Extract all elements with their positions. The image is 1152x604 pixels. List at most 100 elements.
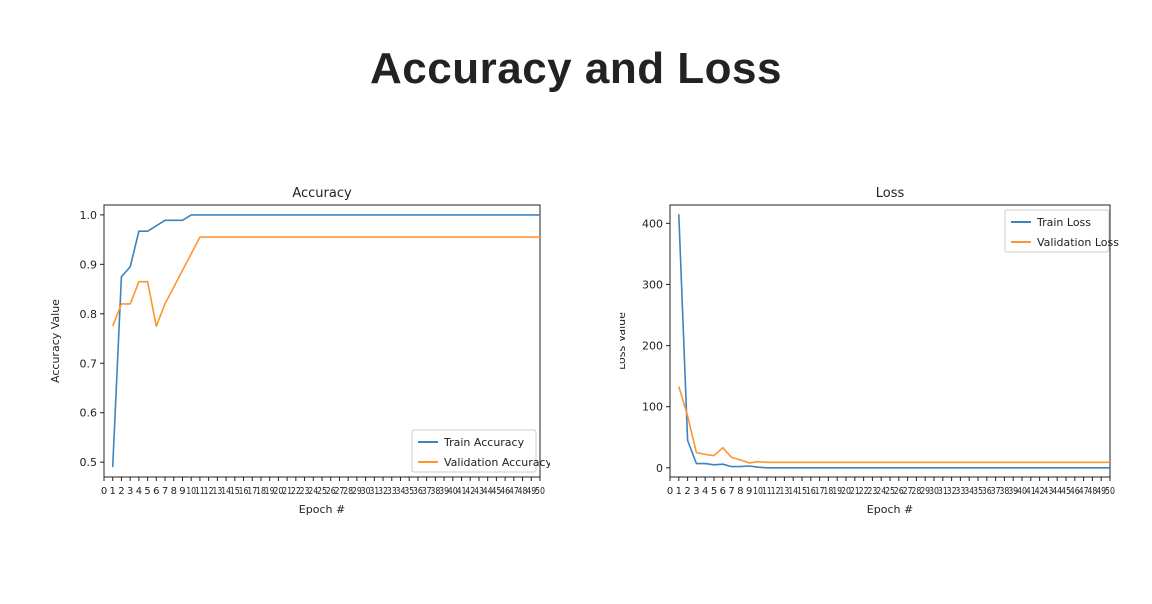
x-tick-label: 50 [535,486,545,497]
y-axis-label: Accuracy Value [50,299,62,383]
x-tick-label: 44 [483,486,493,497]
x-tick-label: 29 [352,486,362,497]
x-tick-label: 19 [265,486,275,497]
legend-label: Train Accuracy [443,436,525,449]
x-tick-label: 29 [920,486,930,497]
x-tick-label: 22 [291,486,301,497]
x-tick-label: 10 [753,486,763,497]
x-tick-label: 32 [378,486,388,497]
x-tick-label: 37 [422,486,432,497]
x-tick-label: 14 [788,486,798,497]
x-tick-label: 21 [850,486,860,497]
x-tick-label: 24 [308,486,318,497]
x-tick-label: 31 [938,486,948,497]
x-tick-label: 5 [144,486,150,497]
x-tick-label: 15 [230,486,240,497]
x-tick-label: 42 [1035,486,1045,497]
legend-label: Validation Loss [1037,236,1119,249]
x-tick-label: 3 [127,486,133,497]
x-axis-label: Epoch # [867,503,913,516]
x-tick-label: 38 [430,486,440,497]
series-line-validation-accuracy [111,236,540,327]
x-tick-label: 38 [999,486,1009,497]
x-tick-label: 6 [720,486,726,497]
x-tick-label: 46 [1070,486,1080,497]
series-line-train-accuracy [111,214,540,468]
x-tick-label: 24 [876,486,886,497]
x-tick-label: 15 [797,486,807,497]
x-tick-label: 36 [413,486,423,497]
x-tick-label: 1 [676,486,682,497]
x-tick-label: 37 [991,486,1001,497]
x-tick-label: 7 [162,486,168,497]
legend-box [411,429,537,473]
x-tick-label: 3 [693,486,699,497]
x-tick-label: 0 [667,486,673,497]
x-tick-label: 5 [711,486,717,497]
x-tick-label: 16 [239,486,249,497]
y-tick-label: 0 [656,462,663,475]
x-tick-label: 33 [955,486,965,497]
x-tick-label: 8 [171,486,177,497]
x-tick-label: 40 [448,486,458,497]
legend-label: Validation Accuracy [444,456,550,469]
x-tick-label: 19 [832,486,842,497]
series-line-train-loss [678,214,1110,469]
x-tick-label: 43 [474,486,484,497]
x-tick-label: 36 [982,486,992,497]
x-tick-label: 7 [728,486,734,497]
x-tick-label: 4 [136,486,142,497]
x-tick-label: 9 [179,486,185,497]
x-tick-label: 23 [867,486,877,497]
x-tick-label: 45 [1061,486,1071,497]
x-tick-label: 27 [334,486,344,497]
x-tick-label: 13 [212,486,222,497]
x-tick-label: 30 [929,486,939,497]
x-tick-label: 50 [1105,486,1115,497]
slide-title: Accuracy and Loss [370,44,782,93]
x-tick-label: 2 [118,486,124,497]
x-tick-label: 21 [282,486,292,497]
x-tick-label: 32 [947,486,957,497]
x-tick-label: 9 [746,486,752,497]
x-tick-label: 27 [903,486,913,497]
x-tick-label: 13 [779,486,789,497]
x-tick-label: 30 [361,486,371,497]
x-tick-label: 6 [153,486,159,497]
y-axis-label: Loss Value [620,312,628,370]
x-tick-label: 40 [1017,486,1027,497]
x-tick-label: 33 [387,486,397,497]
x-tick-label: 11 [762,486,772,497]
x-tick-label: 20 [841,486,851,497]
y-tick-label: 100 [642,401,663,414]
x-tick-label: 28 [911,486,921,497]
x-tick-label: 18 [256,486,266,497]
x-tick-label: 34 [964,486,974,497]
y-tick-label: 0.9 [80,258,98,271]
x-tick-label: 16 [806,486,816,497]
x-tick-label: 39 [1008,486,1018,497]
y-tick-label: 300 [642,278,663,291]
x-tick-label: 35 [404,486,414,497]
x-tick-label: 49 [1096,486,1106,497]
x-tick-label: 10 [186,486,196,497]
x-tick-label: 49 [526,486,536,497]
x-tick-label: 17 [815,486,825,497]
x-tick-label: 8 [737,486,743,497]
x-tick-label: 23 [300,486,310,497]
x-tick-label: 4 [702,486,708,497]
x-tick-label: 47 [509,486,519,497]
x-tick-label: 44 [1052,486,1062,497]
x-tick-label: 12 [204,486,214,497]
x-tick-label: 22 [859,486,869,497]
x-axis-label: Epoch # [299,503,345,516]
x-tick-label: 42 [465,486,475,497]
x-tick-label: 48 [1087,486,1097,497]
y-tick-label: 0.6 [80,407,98,420]
x-tick-label: 41 [457,486,467,497]
y-tick-label: 1.0 [80,209,98,222]
x-tick-label: 47 [1079,486,1089,497]
x-tick-label: 20 [273,486,283,497]
